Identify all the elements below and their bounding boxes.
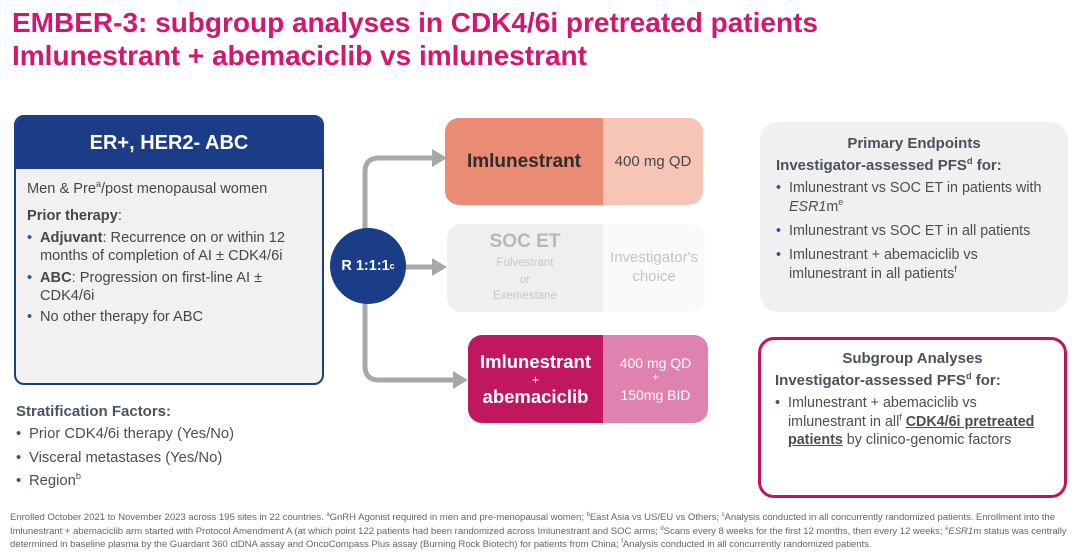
arm-dose: Investigator's choice: [610, 249, 698, 285]
arm-dose: 400 mg QD: [614, 153, 692, 170]
stratification-heading: Stratification Factors:: [16, 403, 172, 420]
subgroup-analyses-list: Imlunestrant + abemaciclib vs imlunestra…: [775, 394, 1050, 449]
eligibility-box: ER+, HER2- ABC Men & Prea/post menopausa…: [14, 115, 324, 385]
arrowhead-icon: [432, 258, 447, 276]
list-item: Visceral metastases (Yes/No): [16, 448, 316, 469]
subgroup-analyses-subheading: Investigator-assessed PFSd for:: [775, 371, 1001, 390]
list-item: Regionb: [16, 471, 316, 492]
randomization-circle: R 1:1:1 c: [330, 228, 406, 304]
footnotes: Enrolled October 2021 to November 2023 a…: [10, 511, 1072, 552]
primary-endpoints-subheading: Investigator-assessed PFSd for:: [776, 156, 1002, 175]
primary-endpoints-list: Imlunestrant vs SOC ET in patients with …: [776, 179, 1052, 282]
population-text: Men & Prea/post menopausal women: [27, 179, 268, 197]
arm-name: SOC ET: [489, 230, 561, 252]
arm-dose: 400 mg QD: [619, 355, 692, 372]
footnote-text: into the Imlunestrant + abemaciclib arm …: [10, 512, 1055, 537]
subgroup-analyses-panel: Subgroup Analyses Investigator-assessed …: [758, 337, 1067, 498]
arm-combo: Imlunestrant + abemaciclib 400 mg QD + 1…: [468, 335, 708, 423]
footnote-text: status was centrally determined in basel…: [10, 525, 1067, 551]
eligibility-body: Men & Prea/post menopausal women Prior t…: [16, 169, 322, 338]
stratification-list: Prior CDK4/6i therapy (Yes/No) Visceral …: [16, 424, 316, 492]
arm-dose: 150mg BID: [620, 386, 691, 403]
arm-subtext: or: [519, 273, 531, 286]
list-item: Imlunestrant + abemaciclib vs imlunestra…: [776, 246, 1052, 283]
arm-imlunestrant-name-cell: Imlunestrant: [445, 118, 603, 205]
list-item: ABC: Progression on first-line AI ± CDK4…: [27, 269, 311, 306]
list-item: Prior CDK4/6i therapy (Yes/No): [16, 424, 316, 445]
stratification-block: Stratification Factors: Prior CDK4/6i th…: [16, 401, 316, 495]
prior-therapy-list: Adjuvant: Recurrence on or within 12 mon…: [27, 229, 311, 327]
arm-name: Imlunestrant: [466, 150, 582, 172]
list-item: Imlunestrant vs SOC ET in all patients: [776, 222, 1052, 241]
arm-subtext: Fulvestrant: [496, 256, 554, 269]
plus-sign: +: [531, 371, 540, 387]
arm-imlunestrant-dose-cell: 400 mg QD: [603, 118, 703, 205]
plus-sign: +: [652, 372, 659, 385]
prior-therapy-label: Prior therapy:: [27, 208, 122, 225]
list-item: Imlunestrant vs SOC ET in patients with …: [776, 179, 1052, 216]
arm-name: abemaciclib: [482, 385, 589, 407]
subgroup-analyses-heading: Subgroup Analyses: [842, 350, 983, 367]
primary-endpoints-panel: Primary Endpoints Investigator-assessed …: [760, 122, 1068, 312]
arm-soc-et-name-cell: SOC ET Fulvestrant or Exemestane: [447, 224, 603, 312]
arm-soc-et: SOC ET Fulvestrant or Exemestane Investi…: [447, 224, 705, 312]
arrow-top: [362, 155, 433, 232]
arm-soc-et-dose-cell: Investigator's choice: [603, 224, 705, 312]
arrow-bottom: [362, 301, 455, 383]
arm-combo-dose-cell: 400 mg QD + 150mg BID: [603, 335, 708, 423]
eligibility-header: ER+, HER2- ABC: [16, 117, 322, 169]
page-title-line1: EMBER-3: subgroup analyses in CDK4/6i pr…: [12, 7, 818, 38]
list-item: Imlunestrant + abemaciclib vs imlunestra…: [775, 394, 1050, 449]
list-item: No other therapy for ABC: [27, 308, 311, 327]
list-item: Adjuvant: Recurrence on or within 12 mon…: [27, 229, 311, 266]
arm-imlunestrant: Imlunestrant 400 mg QD: [445, 118, 703, 205]
page-title-line2: Imlunestrant + abemaciclib vs imlunestra…: [12, 40, 587, 71]
arm-combo-name-cell: Imlunestrant + abemaciclib: [468, 335, 603, 423]
footnote-text: Enrolled October 2021 to November 2023 a…: [10, 511, 1022, 523]
page-title: EMBER-3: subgroup analyses in CDK4/6i pr…: [12, 6, 1012, 72]
arrowhead-icon: [453, 371, 468, 389]
arm-name: Imlunestrant: [479, 351, 592, 373]
primary-endpoints-heading: Primary Endpoints: [847, 135, 981, 152]
arm-subtext: Exemestane: [493, 290, 557, 303]
